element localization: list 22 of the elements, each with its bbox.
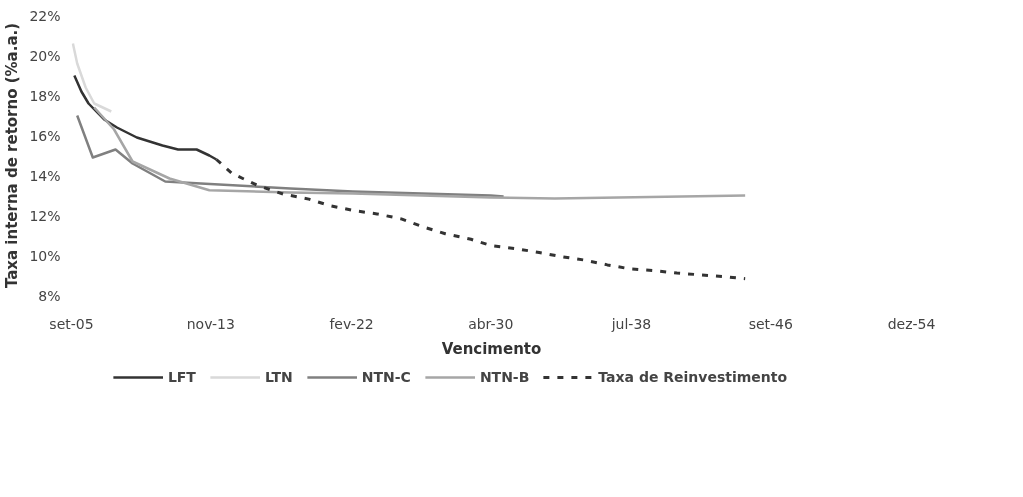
- y-tick-label: 14%: [29, 167, 61, 184]
- x-tick-label: set-05: [49, 315, 94, 332]
- x-tick-label: fev-22: [329, 315, 374, 332]
- y-tick-label: 22%: [29, 7, 61, 24]
- x-tick-label: jul-38: [610, 315, 652, 332]
- y-tick-label: 8%: [38, 287, 61, 304]
- legend-label: LFT: [167, 369, 196, 385]
- legend-label: NTN-B: [479, 369, 530, 385]
- legend-label: Taxa de Reinvestimento: [598, 369, 788, 385]
- y-tick-label: 20%: [29, 47, 61, 64]
- x-tick-label: dez-54: [887, 315, 936, 332]
- x-axis-title: Vencimento: [441, 339, 542, 358]
- y-tick-label: 18%: [29, 87, 61, 104]
- y-tick-label: 12%: [29, 207, 61, 224]
- y-tick-label: 10%: [29, 247, 61, 264]
- legend-label: NTN-C: [361, 369, 411, 385]
- x-tick-label: nov-13: [186, 315, 235, 332]
- y-tick-label: 16%: [29, 127, 61, 144]
- y-axis-title: Taxa interna de retorno (%a.a.): [3, 22, 22, 289]
- x-tick-label: abr-30: [468, 315, 514, 332]
- legend-label: LTN: [264, 369, 293, 385]
- x-tick-label: set-46: [748, 315, 794, 332]
